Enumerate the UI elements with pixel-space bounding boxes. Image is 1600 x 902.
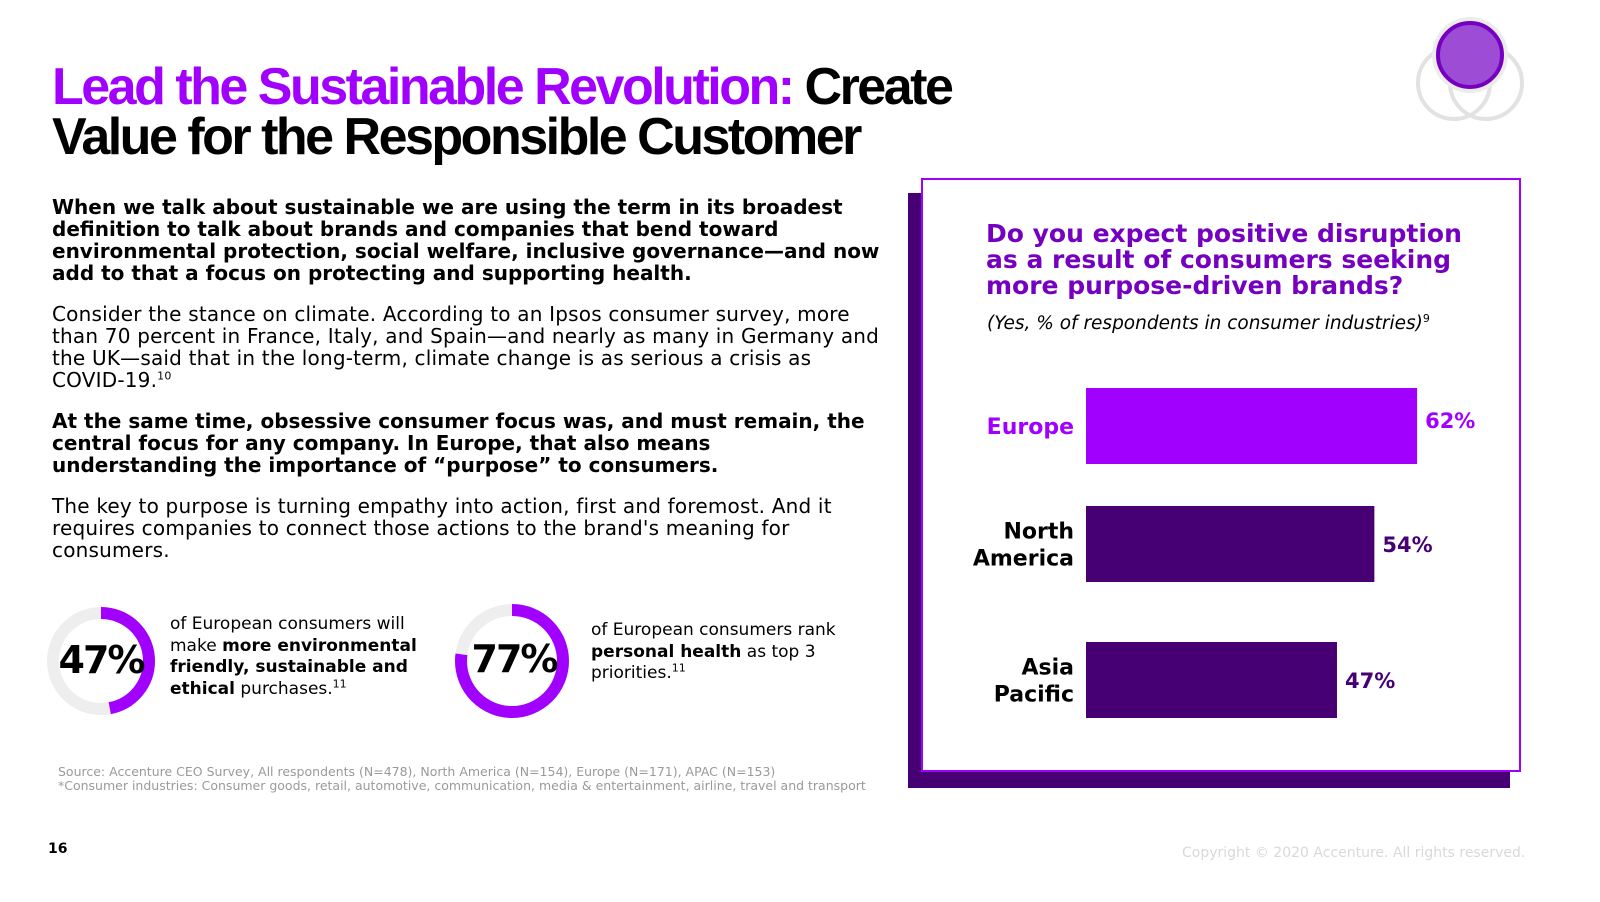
footnote-ref: 10 — [157, 369, 172, 383]
copyright: Copyright © 2020 Accenture. All rights r… — [1182, 845, 1526, 861]
stat-ring-77 — [455, 604, 569, 718]
stat-desc-text: as top 3 priorities. — [591, 641, 816, 684]
chart-subtitle-text: (Yes, % of respondents in consumer indus… — [987, 313, 1423, 334]
title-rest: Create — [804, 58, 954, 116]
stat-desc-text: of European consumers rank — [591, 620, 836, 640]
category-label: North America — [973, 520, 1074, 572]
paragraph-2: Consider the stance on climate. Accordin… — [52, 303, 882, 391]
category-label-line: Asia — [1021, 656, 1074, 681]
category-label: Europe — [987, 415, 1074, 440]
category-label-line: Europe — [987, 415, 1074, 440]
chart-title: Do you expect positive disruption as a r… — [986, 219, 1462, 300]
stat-description: of European consumers will make more env… — [170, 614, 430, 700]
bar-value-label: 54% — [1382, 533, 1432, 557]
title-accent: Lead the Sustainable Revolution: — [52, 58, 795, 116]
stat-desc-bold: personal health — [591, 641, 742, 662]
footnote-ref: 9 — [1422, 311, 1430, 325]
paragraph-1: When we talk about sustainable we are us… — [52, 195, 880, 285]
source-line: Source: Accenture CEO Survey, All respon… — [58, 764, 776, 779]
paragraph-2-text: Consider the stance on climate. Accordin… — [52, 302, 880, 392]
paragraph-4: The key to purpose is turning empathy in… — [52, 494, 832, 562]
category-label: Asia Pacific — [994, 656, 1074, 708]
category-label-line: America — [973, 547, 1074, 572]
page-number: 16 — [48, 841, 68, 857]
bar-chart: 62% Europe 54% North America 47% Asia Pacific — [973, 388, 1475, 718]
stat-desc-bold: more environmental friendly, sustainable… — [170, 635, 417, 699]
stat-description: of European consumers rank personal heal… — [591, 620, 851, 685]
bar-asia-pacific — [1086, 642, 1337, 718]
body-text: When we talk about sustainable we are us… — [52, 196, 882, 580]
bar-value-label: 47% — [1345, 669, 1395, 693]
footnote-ref: 11 — [332, 676, 347, 690]
stat-value: 47% — [58, 638, 146, 682]
footnote-ref: 11 — [671, 661, 686, 675]
category-label-line: Pacific — [994, 683, 1074, 708]
page-title: Lead the Sustainable Revolution: Create … — [52, 61, 1052, 163]
stat-desc-text: of European consumers will make — [170, 614, 405, 656]
stat-desc-text: purchases. — [234, 678, 333, 699]
paragraph-3: At the same time, obsessive consumer foc… — [52, 409, 865, 477]
bar-value-label: 62% — [1425, 409, 1475, 433]
bar-north-america — [1086, 506, 1375, 582]
accenture-logo-icon — [1416, 17, 1524, 121]
stat-value: 77% — [471, 637, 559, 681]
source-line: *Consumer industries: Consumer goods, re… — [58, 777, 866, 793]
category-label-line: North — [1003, 520, 1074, 545]
chart-subtitle: (Yes, % of respondents in consumer indus… — [987, 313, 1507, 334]
source-note: Source: Accenture CEO Survey, All respon… — [58, 765, 878, 792]
title-line2: Value for the Responsible Customer — [52, 108, 862, 166]
bar-europe — [1086, 388, 1418, 464]
stat-ring-47 — [47, 607, 155, 715]
